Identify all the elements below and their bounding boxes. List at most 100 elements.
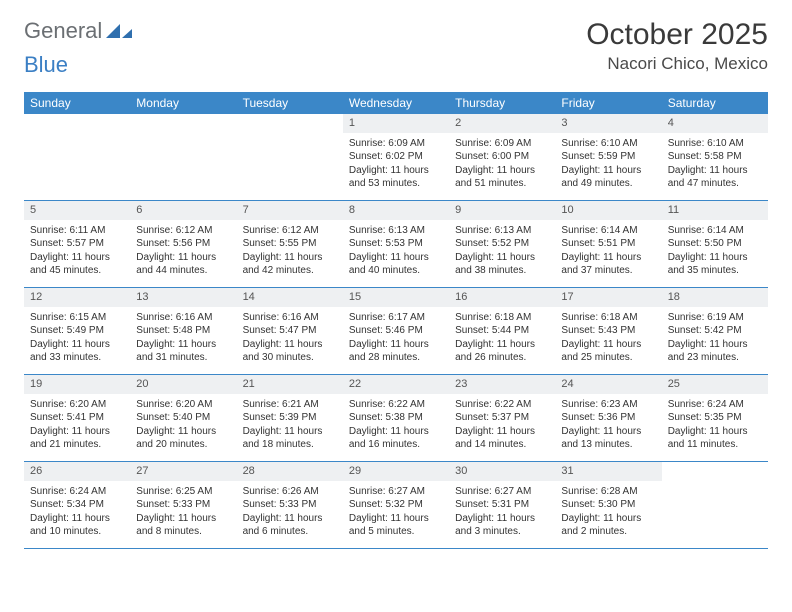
day-info-line: Sunset: 5:59 PM <box>561 150 655 164</box>
day-info-line: Sunrise: 6:10 AM <box>668 137 762 151</box>
day-info-line: Sunset: 5:40 PM <box>136 411 230 425</box>
day-info-line: Daylight: 11 hours <box>136 251 230 265</box>
day-number: 28 <box>237 462 343 481</box>
day-info-line: Sunrise: 6:28 AM <box>561 485 655 499</box>
day-cell: 8Sunrise: 6:13 AMSunset: 5:53 PMDaylight… <box>343 201 449 287</box>
day-info-line: Sunrise: 6:20 AM <box>30 398 124 412</box>
day-cell <box>130 114 236 200</box>
day-info-line: Sunrise: 6:22 AM <box>349 398 443 412</box>
day-cell: 4Sunrise: 6:10 AMSunset: 5:58 PMDaylight… <box>662 114 768 200</box>
day-info-line: Daylight: 11 hours <box>243 251 337 265</box>
day-info-line: Daylight: 11 hours <box>30 512 124 526</box>
day-info-line: Sunset: 5:42 PM <box>668 324 762 338</box>
day-cell: 16Sunrise: 6:18 AMSunset: 5:44 PMDayligh… <box>449 288 555 374</box>
day-info-line: Daylight: 11 hours <box>455 338 549 352</box>
day-info-line: Sunrise: 6:13 AM <box>349 224 443 238</box>
day-info-line: Sunrise: 6:09 AM <box>455 137 549 151</box>
day-info-line: and 25 minutes. <box>561 351 655 365</box>
day-info-line: and 44 minutes. <box>136 264 230 278</box>
day-number: 8 <box>343 201 449 220</box>
day-info-line: and 3 minutes. <box>455 525 549 539</box>
day-info-line: Sunrise: 6:24 AM <box>30 485 124 499</box>
day-info-line: Sunset: 6:00 PM <box>455 150 549 164</box>
month-title: October 2025 <box>586 18 768 52</box>
day-info-line: Daylight: 11 hours <box>349 425 443 439</box>
logo: General <box>24 18 132 44</box>
day-number: 1 <box>343 114 449 133</box>
day-info-line: and 6 minutes. <box>243 525 337 539</box>
day-info-line: and 14 minutes. <box>455 438 549 452</box>
day-info-line: Sunset: 5:57 PM <box>30 237 124 251</box>
day-info-line: and 5 minutes. <box>349 525 443 539</box>
day-info-line: Sunset: 5:38 PM <box>349 411 443 425</box>
day-info-line: Sunset: 5:49 PM <box>30 324 124 338</box>
day-info-line: Daylight: 11 hours <box>561 164 655 178</box>
day-number: 17 <box>555 288 661 307</box>
day-info-line: Sunrise: 6:11 AM <box>30 224 124 238</box>
day-cell: 9Sunrise: 6:13 AMSunset: 5:52 PMDaylight… <box>449 201 555 287</box>
day-cell: 7Sunrise: 6:12 AMSunset: 5:55 PMDaylight… <box>237 201 343 287</box>
day-info-line: Sunrise: 6:21 AM <box>243 398 337 412</box>
day-info-line: Daylight: 11 hours <box>561 512 655 526</box>
day-number: 6 <box>130 201 236 220</box>
day-info-line: Sunrise: 6:17 AM <box>349 311 443 325</box>
day-info-line: Daylight: 11 hours <box>668 164 762 178</box>
day-cell: 23Sunrise: 6:22 AMSunset: 5:37 PMDayligh… <box>449 375 555 461</box>
day-cell: 6Sunrise: 6:12 AMSunset: 5:56 PMDaylight… <box>130 201 236 287</box>
day-info-line: Daylight: 11 hours <box>349 164 443 178</box>
day-info-line: Sunrise: 6:10 AM <box>561 137 655 151</box>
day-info-line: Daylight: 11 hours <box>30 338 124 352</box>
day-info-line: Sunset: 5:58 PM <box>668 150 762 164</box>
day-info-line: Sunset: 5:44 PM <box>455 324 549 338</box>
day-info-line: Sunrise: 6:25 AM <box>136 485 230 499</box>
weeks-container: 1Sunrise: 6:09 AMSunset: 6:02 PMDaylight… <box>24 114 768 549</box>
day-info-line: Sunset: 5:48 PM <box>136 324 230 338</box>
day-info-line: and 13 minutes. <box>561 438 655 452</box>
day-number: 7 <box>237 201 343 220</box>
day-info-line: Daylight: 11 hours <box>30 425 124 439</box>
day-cell: 14Sunrise: 6:16 AMSunset: 5:47 PMDayligh… <box>237 288 343 374</box>
day-info-line: and 37 minutes. <box>561 264 655 278</box>
day-cell: 20Sunrise: 6:20 AMSunset: 5:40 PMDayligh… <box>130 375 236 461</box>
day-number: 25 <box>662 375 768 394</box>
day-info-line: Sunset: 5:51 PM <box>561 237 655 251</box>
day-number: 19 <box>24 375 130 394</box>
day-info-line: Daylight: 11 hours <box>243 512 337 526</box>
day-info-line: Daylight: 11 hours <box>455 512 549 526</box>
logo-text-2: Blue <box>24 52 768 78</box>
day-info-line: Sunset: 5:53 PM <box>349 237 443 251</box>
day-info-line: Sunrise: 6:19 AM <box>668 311 762 325</box>
day-info-line: and 18 minutes. <box>243 438 337 452</box>
day-info-line: and 42 minutes. <box>243 264 337 278</box>
day-info-line: and 51 minutes. <box>455 177 549 191</box>
day-info-line: Sunrise: 6:20 AM <box>136 398 230 412</box>
day-cell: 1Sunrise: 6:09 AMSunset: 6:02 PMDaylight… <box>343 114 449 200</box>
day-info-line: Daylight: 11 hours <box>561 251 655 265</box>
weekday-header: Wednesday <box>343 92 449 114</box>
day-info-line: and 16 minutes. <box>349 438 443 452</box>
day-cell: 29Sunrise: 6:27 AMSunset: 5:32 PMDayligh… <box>343 462 449 548</box>
day-cell: 10Sunrise: 6:14 AMSunset: 5:51 PMDayligh… <box>555 201 661 287</box>
day-info-line: and 28 minutes. <box>349 351 443 365</box>
day-info-line: Daylight: 11 hours <box>243 425 337 439</box>
day-info-line: Sunrise: 6:16 AM <box>243 311 337 325</box>
day-info-line: Sunset: 5:35 PM <box>668 411 762 425</box>
day-info-line: Daylight: 11 hours <box>668 425 762 439</box>
day-info-line: Sunrise: 6:26 AM <box>243 485 337 499</box>
day-info-line: Sunset: 5:47 PM <box>243 324 337 338</box>
day-number: 12 <box>24 288 130 307</box>
day-info-line: Sunset: 5:55 PM <box>243 237 337 251</box>
day-cell: 24Sunrise: 6:23 AMSunset: 5:36 PMDayligh… <box>555 375 661 461</box>
weekday-header: Thursday <box>449 92 555 114</box>
day-info-line: Daylight: 11 hours <box>668 251 762 265</box>
weekday-header: Tuesday <box>237 92 343 114</box>
day-info-line: Daylight: 11 hours <box>668 338 762 352</box>
day-cell: 19Sunrise: 6:20 AMSunset: 5:41 PMDayligh… <box>24 375 130 461</box>
logo-sail-icon <box>106 22 132 40</box>
calendar: SundayMondayTuesdayWednesdayThursdayFrid… <box>24 92 768 549</box>
day-number: 27 <box>130 462 236 481</box>
day-info-line: Sunset: 5:34 PM <box>30 498 124 512</box>
day-info-line: Sunset: 6:02 PM <box>349 150 443 164</box>
day-cell: 2Sunrise: 6:09 AMSunset: 6:00 PMDaylight… <box>449 114 555 200</box>
day-info-line: Daylight: 11 hours <box>349 338 443 352</box>
